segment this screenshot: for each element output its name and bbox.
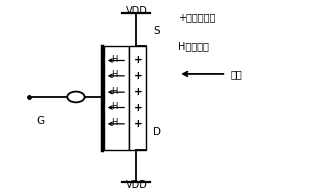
Text: H: H [112,102,118,111]
Text: G: G [36,116,44,126]
Text: +: + [134,119,143,129]
Bar [129,46,146,150]
Text: VDD: VDD [126,180,147,190]
Bar [104,46,129,150]
Text: 电场: 电场 [231,69,243,79]
Text: +: + [134,103,143,113]
Text: H: H [112,55,118,64]
Text: +：界面陷阱: +：界面陷阱 [178,12,216,22]
Text: VDD: VDD [126,6,147,16]
Circle shape [67,92,85,102]
Text: +: + [134,87,143,97]
Text: D: D [153,127,162,137]
Text: H: H [112,118,118,127]
Text: H: H [112,87,118,96]
Text: +: + [134,71,143,81]
Text: S: S [153,26,160,36]
Text: H：氢原子: H：氢原子 [178,41,209,51]
Text: +: + [134,55,143,65]
Text: H: H [112,70,118,79]
